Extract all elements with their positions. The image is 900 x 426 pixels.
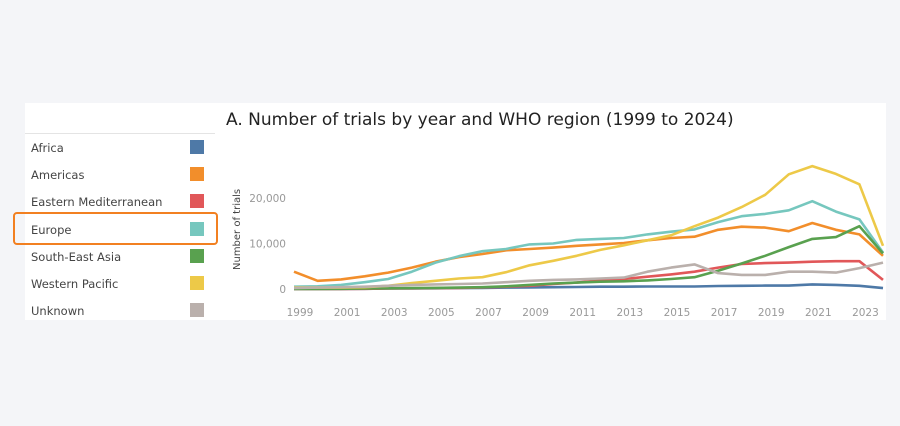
legend-item-africa[interactable]: Africa [31,138,211,158]
y-axis-label: Number of trials [232,189,243,270]
legend-swatch [190,194,204,209]
legend [25,103,215,134]
legend-item-western-pacific[interactable]: Western Pacific [31,274,211,294]
series-line-south-east-asia[interactable] [294,224,884,291]
x-tick-label: 2023 [852,307,879,319]
legend-item-unknown[interactable]: Unknown [31,301,211,321]
x-tick-label: 2007 [475,307,502,319]
x-tick-label: 2017 [711,307,738,319]
legend-label: Western Pacific [31,277,119,291]
legend-item-americas[interactable]: Americas [31,165,211,185]
legend-swatch [190,140,204,154]
series-line-western-pacific[interactable] [294,164,885,289]
x-tick-label: 2019 [758,307,785,319]
legend-swatch [190,221,204,236]
legend-label: Unknown [31,304,85,319]
legend-label: Americas [31,168,85,183]
legend-label: South-East Asia [31,249,122,264]
y-tick-label: 0 [279,284,286,296]
legend-swatch [190,276,204,290]
x-tick-label: 2001 [334,307,361,319]
legend-label: Eastern Mediterranean [31,195,163,210]
y-tick-label: 20,000 [249,193,286,205]
series-line-americas[interactable] [293,221,884,283]
x-tick-label: 2021 [805,307,832,319]
legend-swatch [190,248,204,263]
legend-header [25,103,215,134]
legend-item-eastern-mediterranean[interactable]: Eastern Mediterranean [31,192,211,212]
chart-title: A. Number of trials by year and WHO regi… [226,110,734,130]
legend-swatch [190,167,204,182]
x-tick-label: 2013 [616,307,643,319]
x-tick-label: 2003 [381,307,408,319]
legend-item-south-east-asia[interactable]: South-East Asia [31,247,211,267]
legend-label: Europe [31,222,72,237]
x-tick-label: 2005 [428,307,455,319]
legend-label: Africa [31,141,64,155]
europe-highlight-box [13,212,218,245]
y-tick-label: 10,000 [249,239,286,251]
series-line-unknown[interactable] [293,261,884,290]
x-tick-label: 1999 [287,307,314,319]
series-line-europe[interactable] [293,199,885,288]
x-tick-label: 2015 [664,307,691,319]
x-tick-label: 2009 [522,307,549,319]
x-tick-label: 2011 [569,307,596,319]
legend-item-europe[interactable]: Europe [31,220,211,240]
legend-swatch [190,303,204,318]
